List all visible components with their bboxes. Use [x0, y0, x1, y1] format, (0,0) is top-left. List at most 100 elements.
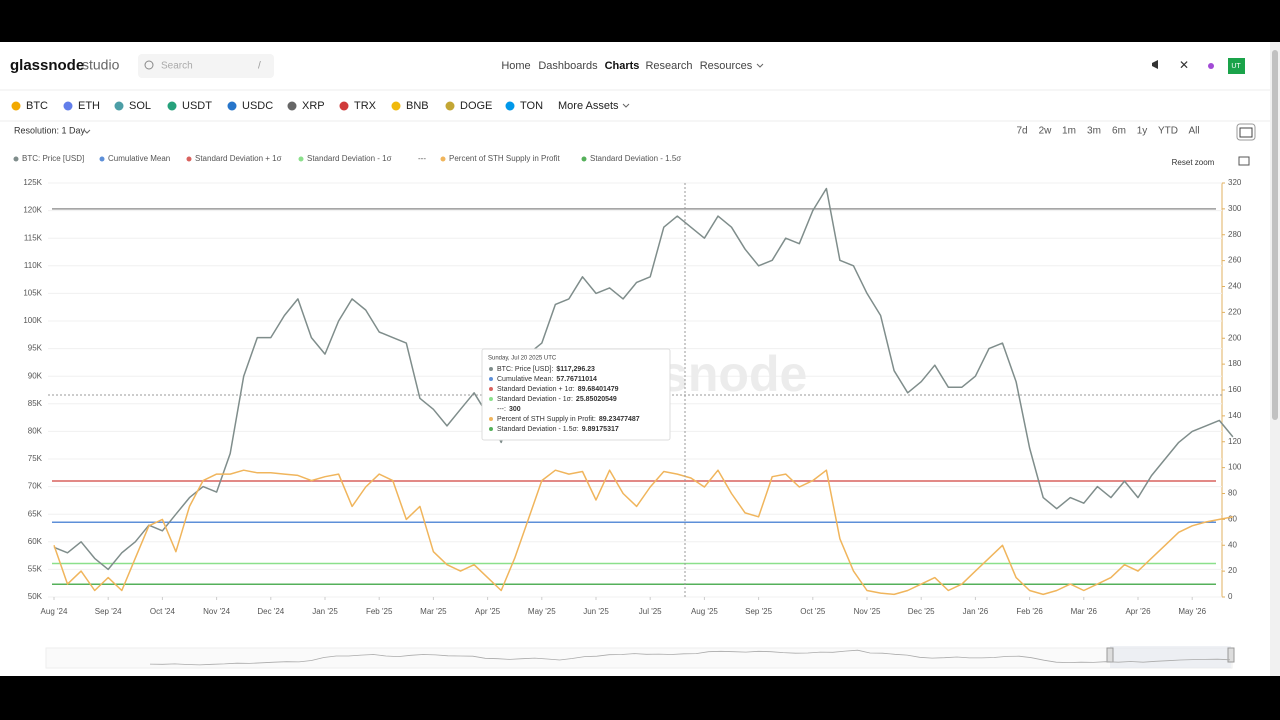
nav-link[interactable]: Charts — [605, 60, 640, 72]
navigator-window[interactable] — [1110, 646, 1231, 668]
camera-icon[interactable] — [1238, 156, 1250, 166]
range-button[interactable]: 7d — [1016, 126, 1027, 137]
y2-tick-label: 300 — [1228, 204, 1242, 213]
range-button[interactable]: YTD — [1158, 126, 1178, 137]
legend-swatch — [13, 156, 19, 162]
tooltip-label: ---: — [497, 406, 506, 413]
reset-zoom[interactable]: Reset zoom — [1172, 158, 1215, 167]
range-button[interactable]: 3m — [1087, 126, 1101, 137]
legend-swatch — [581, 156, 587, 162]
y2-tick-label: 160 — [1228, 385, 1242, 394]
nav-link[interactable]: Home — [501, 60, 530, 72]
x-tick-label: Jan '25 — [312, 607, 338, 616]
y-tick-label: 80K — [28, 427, 43, 436]
asset-tab[interactable]: BTC — [26, 100, 48, 112]
x-tick-label: May '26 — [1178, 607, 1206, 616]
avatar-text[interactable]: UT — [1231, 63, 1241, 70]
legend-swatch — [99, 156, 105, 162]
x-tick-label: Feb '25 — [366, 607, 393, 616]
x-tick-label: Aug '25 — [691, 607, 718, 616]
x-tick-label: Jun '25 — [583, 607, 609, 616]
app-icon[interactable] — [1208, 63, 1214, 69]
legend-item[interactable]: Cumulative Mean — [108, 154, 170, 163]
tooltip-value: 57.76711014 — [556, 376, 597, 383]
logo-suffix[interactable]: studio — [82, 57, 120, 73]
asset-icon — [11, 101, 21, 111]
x-tick-label: Apr '25 — [475, 607, 501, 616]
asset-icon — [167, 101, 177, 111]
tooltip-row: BTC: Price [USD]: $117,296.23 — [497, 366, 595, 373]
y2-tick-label: 200 — [1228, 333, 1242, 342]
tooltip-value: 25.85020549 — [576, 396, 617, 403]
x-tick-label: Sep '24 — [95, 607, 122, 616]
asset-tab[interactable]: TON — [520, 100, 543, 112]
y-tick-label: 110K — [24, 261, 43, 270]
legend-item[interactable]: Standard Deviation - 1σ — [307, 154, 392, 163]
y2-tick-label: 80 — [1228, 489, 1237, 498]
tooltip-dot — [489, 367, 493, 371]
y2-tick-label: 120 — [1228, 437, 1242, 446]
legend-swatch — [186, 156, 192, 162]
y-tick-label: 50K — [28, 592, 43, 601]
asset-icon — [505, 101, 515, 111]
resolution[interactable]: Resolution: 1 Day — [14, 125, 86, 135]
x-tick-label: Nov '25 — [854, 607, 881, 616]
nav-link[interactable]: Dashboards — [538, 60, 598, 72]
x-tick-label: May '25 — [528, 607, 556, 616]
x-tick-label: Nov '24 — [203, 607, 230, 616]
range-button[interactable]: 1m — [1062, 126, 1076, 137]
scroll-thumb[interactable] — [1272, 50, 1278, 420]
x-tick-label: Aug '24 — [41, 607, 68, 616]
legend-swatch — [298, 156, 304, 162]
logo[interactable]: glassnode — [10, 57, 84, 74]
navigator-handle[interactable] — [1106, 647, 1114, 663]
calendar-button[interactable] — [1236, 123, 1256, 141]
legend-item[interactable]: Standard Deviation - 1.5σ — [590, 154, 681, 163]
tooltip-row: Standard Deviation + 1σ: 89.68401479 — [497, 386, 619, 393]
y-tick-label: 65K — [28, 509, 43, 518]
tooltip-row: Percent of STH Supply in Profit: 89.23477… — [497, 416, 640, 423]
avatar[interactable] — [1228, 58, 1245, 74]
asset-tab[interactable]: DOGE — [460, 100, 492, 112]
tooltip-row: Cumulative Mean: 57.76711014 — [497, 376, 597, 383]
legend-swatch — [440, 156, 446, 162]
tooltip-value: 89.68401479 — [578, 386, 619, 393]
asset-icon — [63, 101, 73, 111]
search-box[interactable] — [138, 54, 274, 78]
y2-tick-label: 20 — [1228, 566, 1237, 575]
asset-tab[interactable]: USDC — [242, 100, 273, 112]
range-button[interactable]: All — [1188, 126, 1199, 137]
navigator[interactable] — [45, 647, 1233, 669]
x-icon[interactable]: ✕ — [1179, 58, 1189, 72]
y2-tick-label: 0 — [1228, 592, 1233, 601]
range-button[interactable]: 1y — [1137, 126, 1148, 137]
y2-tick-label: 60 — [1228, 514, 1237, 523]
legend-item[interactable]: Standard Deviation + 1σ — [195, 154, 282, 163]
y-tick-label: 55K — [28, 565, 43, 574]
more-assets[interactable]: More Assets — [558, 100, 619, 112]
legend-item[interactable]: --- — [418, 154, 426, 163]
range-button[interactable]: 2w — [1039, 126, 1053, 137]
asset-tab[interactable]: BNB — [406, 100, 429, 112]
legend-item[interactable]: BTC: Price [USD] — [22, 154, 84, 163]
asset-tab[interactable]: USDT — [182, 100, 212, 112]
asset-tab[interactable]: ETH — [78, 100, 100, 112]
tooltip-value: $117,296.23 — [556, 366, 595, 373]
x-tick-label: Mar '26 — [1071, 607, 1098, 616]
search-icon — [144, 60, 154, 70]
tooltip-label: Standard Deviation + 1σ: — [497, 386, 575, 393]
x-tick-label: Jan '26 — [963, 607, 989, 616]
announce-icon[interactable] — [1152, 60, 1158, 69]
asset-tab[interactable]: SOL — [129, 100, 151, 112]
y-tick-label: 60K — [28, 537, 43, 546]
asset-tab[interactable]: TRX — [354, 100, 377, 112]
range-button[interactable]: 6m — [1112, 126, 1126, 137]
nav-link[interactable]: Resources — [700, 60, 753, 72]
x-tick-label: Mar '25 — [420, 607, 447, 616]
legend-item[interactable]: Percent of STH Supply in Profit — [449, 154, 560, 163]
nav-link[interactable]: Research — [645, 60, 692, 72]
asset-tab[interactable]: XRP — [302, 100, 325, 112]
navigator-line — [149, 649, 1231, 666]
y2-tick-label: 220 — [1228, 307, 1242, 316]
navigator-handle[interactable] — [1227, 647, 1235, 663]
